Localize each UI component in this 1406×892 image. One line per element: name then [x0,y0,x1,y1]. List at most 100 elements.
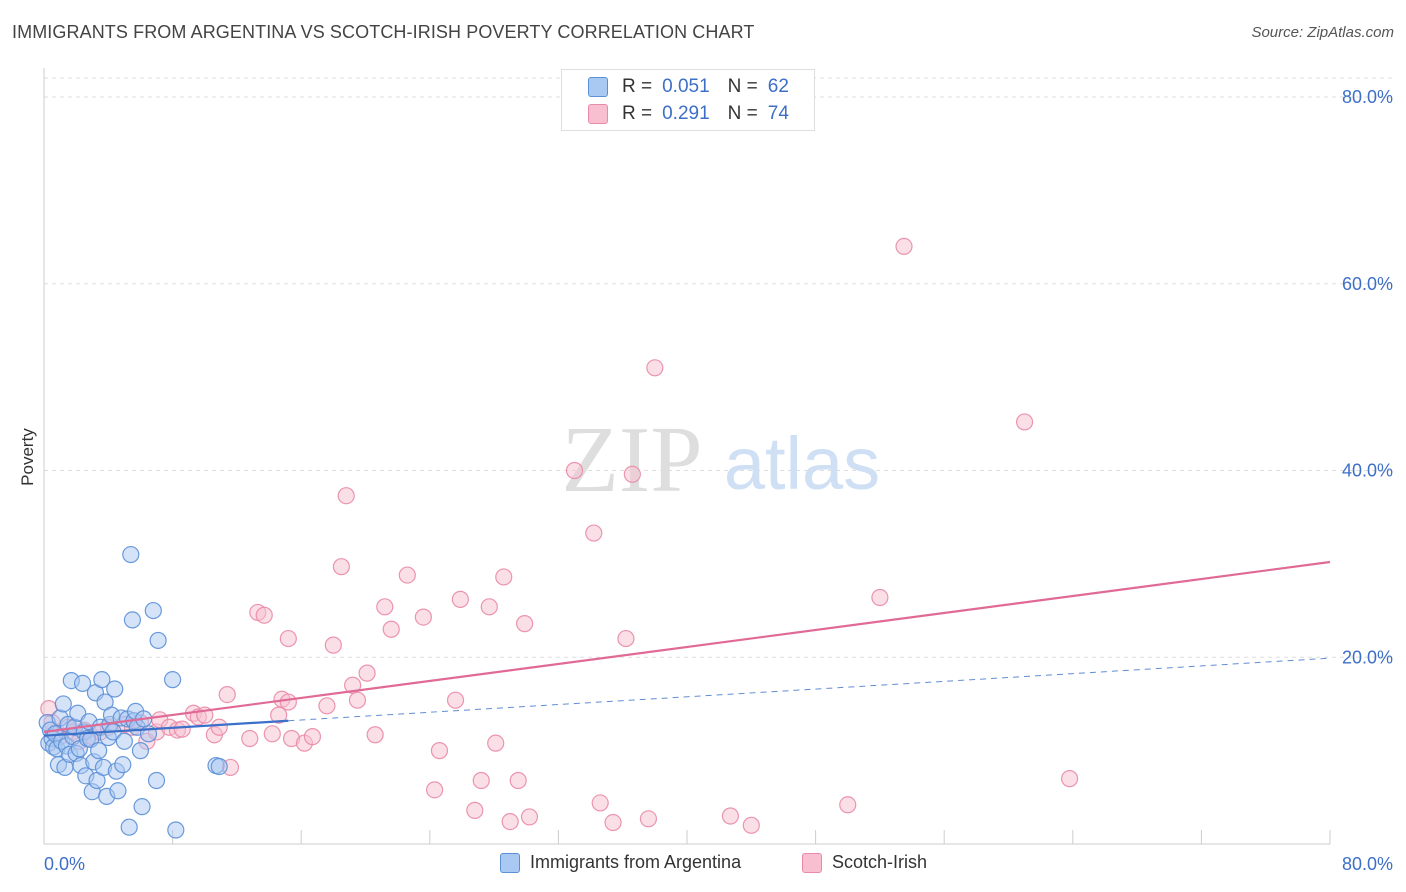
y-tick-label: 60.0% [1342,274,1393,294]
scotch-irish-point [324,636,342,654]
argentina-point [122,545,140,564]
argentina-point [210,757,228,776]
scotch-irish-point [591,794,609,812]
scotch-irish-point [376,598,394,616]
argentina-point [114,756,132,774]
stats-legend: R = 0.051 N = 62 R = 0.291 N = 74 [561,69,815,131]
x-tick-label: 80.0% [1342,854,1393,874]
series-legend: Immigrants from Argentina Scotch-Irish [0,852,1406,876]
scotch-irish-point [446,691,465,709]
legend-row-scotch-irish: R = 0.291 N = 74 [588,102,789,126]
tick-labels: 20.0% 40.0% 60.0% 80.0% 0.0% 80.0% [44,87,1393,874]
scotch-irish-point [495,568,513,586]
scotch-irish-point [509,771,527,790]
argentina-point [167,821,185,839]
y-tick-label: 40.0% [1342,461,1393,481]
scotch-irish-point [263,725,281,743]
watermark: ZIP atlas [562,408,881,512]
legend-swatch-blue [500,852,520,873]
scotch-irish-point [279,629,297,648]
argentina-point [120,818,138,836]
scotch-irish-point [501,812,519,831]
legend-r-label: R = [622,103,653,124]
scotch-irish-point [466,801,484,819]
scotch-irish-point [366,726,384,744]
scotch-irish-point [1060,770,1079,788]
y-tick-label: 80.0% [1342,87,1393,107]
legend-n-value: 62 [767,76,789,97]
scotch-irish-point [332,558,350,576]
scotch-irish-point [646,359,664,377]
legend-n-value: 74 [767,103,789,124]
legend-n-label: N = [727,76,758,97]
legend-r-label: R = [622,76,653,97]
legend-r-value: 0.291 [662,103,710,124]
y-tick-label: 20.0% [1342,647,1393,667]
scotch-irish-point [472,771,490,790]
argentina-point [123,611,142,629]
watermark-zip: ZIP [562,408,703,512]
argentina-point [147,771,166,790]
argentina-point [54,695,72,713]
scotch-irish-point [337,487,355,505]
scotch-irish-point [520,808,539,826]
chart-title: IMMIGRANTS FROM ARGENTINA VS SCOTCH-IRIS… [12,22,755,42]
scotch-irish-point [1015,413,1034,431]
legend-label-argentina: Immigrants from Argentina [530,852,742,872]
scotch-irish-point [241,729,259,748]
scotch-irish-point [604,813,622,832]
scotch-irish-point [565,461,584,480]
scotch-irish-points [40,237,1079,834]
argentina-point [144,601,162,620]
argentina-point [73,674,92,692]
scotch-irish-point [623,465,641,483]
scotch-irish-point [871,588,889,607]
legend-swatch-blue [588,77,608,97]
scotch-irish-point [255,606,273,624]
legend-swatch-pink [802,852,822,873]
legend-item-scotch-irish[interactable]: Scotch-Irish [802,852,927,873]
argentina-point [93,671,111,689]
scotch-irish-point [303,728,322,746]
argentina-point [115,732,133,750]
argentina-point [109,782,127,800]
argentina-points [38,545,228,839]
argentina-point [106,680,124,698]
scotch-irish-point [742,816,760,834]
scotch-irish-trend-line [43,560,1331,734]
legend-item-argentina[interactable]: Immigrants from Argentina [500,852,741,873]
scotch-irish-point [318,697,336,715]
scotch-irish-point [426,781,444,799]
scotch-irish-point [358,664,376,682]
scotch-irish-point [414,608,432,626]
argentina-trend-line [43,719,289,737]
trend-lines [43,560,1331,737]
argentina-point [131,742,150,760]
scotch-irish-point [451,590,469,608]
x-tick-label: 0.0% [44,854,85,874]
scotch-irish-point [382,620,400,638]
scotch-irish-point [398,566,416,584]
scotch-irish-point [585,524,603,542]
scotch-irish-point [487,734,505,752]
scotch-irish-point [348,691,367,709]
legend-row-argentina: R = 0.051 N = 62 [588,75,789,99]
argentina-point [164,671,182,689]
scotch-irish-point [480,598,498,616]
source-label: Source: ZipAtlas.com [1251,24,1394,41]
grid-lines [44,77,1392,658]
legend-n-label: N = [727,103,758,124]
scotch-irish-point [218,685,236,704]
scotch-irish-point [173,720,191,738]
scotch-irish-point [721,807,740,825]
argentina-point [149,631,167,650]
scotch-irish-point [516,615,534,633]
scotch-irish-point [430,742,449,760]
scotch-irish-point [617,629,635,648]
legend-label-scotch-irish: Scotch-Irish [832,852,928,872]
scotch-irish-point [210,718,228,736]
argentina-point [90,742,108,760]
scotch-irish-point [839,796,857,814]
watermark-atlas: atlas [724,422,880,505]
